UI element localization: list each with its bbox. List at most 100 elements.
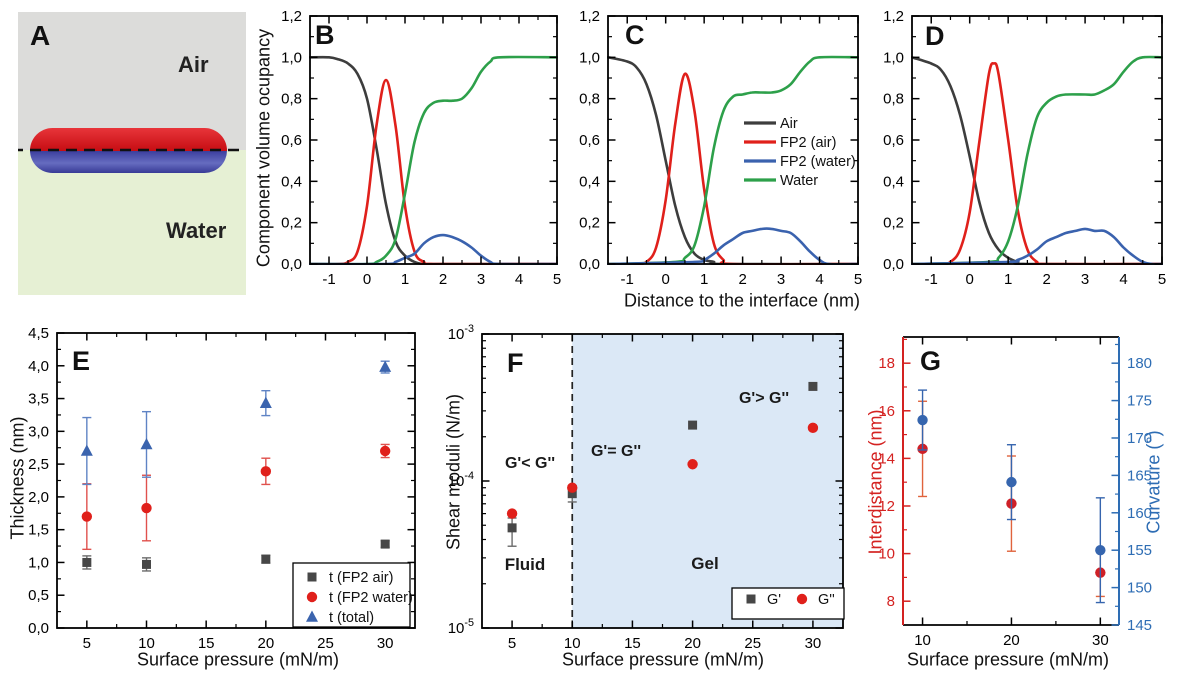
svg-text:25: 25 bbox=[317, 635, 334, 652]
svg-text:0,8: 0,8 bbox=[579, 91, 600, 108]
air-region bbox=[18, 12, 246, 150]
svg-text:0,5: 0,5 bbox=[28, 587, 49, 604]
series-t-total bbox=[80, 360, 392, 486]
series-fp2-air bbox=[911, 61, 1163, 265]
panel-d-chart: -1 0 1 2 3 4 5 0,0 0,2 0,4 0,6 0,8 1,0 1,2 D bbox=[883, 8, 1166, 288]
svg-text:2,0: 2,0 bbox=[28, 489, 49, 506]
svg-text:2: 2 bbox=[439, 271, 447, 288]
svg-text:1,0: 1,0 bbox=[281, 49, 302, 66]
svg-text:0,6: 0,6 bbox=[883, 132, 904, 149]
svg-text:-1: -1 bbox=[621, 271, 634, 288]
svg-text:3: 3 bbox=[1081, 271, 1089, 288]
axis-ticks-labels: 10 20 30 8 10 12 14 16 18 145 150 155 160 165 170 175 18… bbox=[878, 337, 1152, 649]
axis-ticks-labels: -1 0 1 2 3 4 5 0,0 0,2 0,4 0,6 0,8 1,0 1,2 bbox=[579, 8, 862, 288]
svg-text:4: 4 bbox=[815, 271, 823, 288]
series-layer bbox=[506, 381, 819, 547]
svg-text:15: 15 bbox=[198, 635, 215, 652]
legend: t (FP2 air) t (FP2 water) t (total) bbox=[292, 562, 413, 628]
svg-text:0,4: 0,4 bbox=[579, 173, 600, 190]
svg-text:0: 0 bbox=[363, 271, 371, 288]
svg-text:t (FP2 water): t (FP2 water) bbox=[329, 590, 413, 606]
series-air bbox=[309, 55, 558, 265]
plot-frame bbox=[309, 15, 558, 265]
svg-text:10: 10 bbox=[914, 632, 931, 649]
panel-g-chart: 10 20 30 8 10 12 14 16 18 145 150 155 160 165 170 175 18… bbox=[878, 336, 1152, 649]
svg-text:0: 0 bbox=[966, 271, 974, 288]
svg-text:10: 10 bbox=[878, 546, 895, 563]
svg-text:0,0: 0,0 bbox=[579, 256, 600, 273]
series-curvature bbox=[917, 389, 1106, 604]
water-label: Water bbox=[166, 218, 227, 243]
series-g bbox=[506, 422, 819, 519]
svg-text:175: 175 bbox=[1127, 393, 1152, 410]
plot-frame bbox=[911, 15, 1163, 265]
svg-text:180: 180 bbox=[1127, 355, 1152, 372]
svg-text:3: 3 bbox=[477, 271, 485, 288]
particle-capsule-graphic bbox=[18, 128, 246, 173]
svg-text:10: 10 bbox=[138, 635, 155, 652]
svg-text:20: 20 bbox=[1003, 632, 1020, 649]
svg-text:165: 165 bbox=[1127, 467, 1152, 484]
series-water bbox=[607, 55, 859, 265]
svg-text:170: 170 bbox=[1127, 430, 1152, 447]
interdistance-axis-title: Interdistance (nm) bbox=[865, 409, 886, 555]
region-shading bbox=[572, 334, 843, 628]
svg-text:160: 160 bbox=[1127, 505, 1152, 522]
svg-text:1,0: 1,0 bbox=[28, 554, 49, 571]
svg-text:5: 5 bbox=[1158, 271, 1166, 288]
series-air bbox=[911, 56, 1163, 265]
panel-label-c: C bbox=[625, 20, 645, 50]
series-layer bbox=[911, 55, 1163, 265]
svg-text:-1: -1 bbox=[322, 271, 335, 288]
series-fp2-water bbox=[309, 233, 558, 265]
panel-a-schematic: A Air Water bbox=[18, 12, 246, 295]
svg-text:5: 5 bbox=[508, 635, 516, 652]
annotation-fluid: Fluid bbox=[505, 555, 546, 574]
svg-text:0,0: 0,0 bbox=[883, 256, 904, 273]
svg-text:1: 1 bbox=[401, 271, 409, 288]
svg-text:10-5: 10-5 bbox=[448, 617, 474, 637]
annotation-gel: Gel bbox=[691, 554, 718, 573]
svg-text:1,2: 1,2 bbox=[281, 8, 302, 25]
series-layer bbox=[917, 389, 1106, 604]
svg-text:8: 8 bbox=[887, 593, 895, 610]
svg-text:3,5: 3,5 bbox=[28, 391, 49, 408]
svg-text:Air: Air bbox=[780, 116, 798, 132]
svg-text:0,0: 0,0 bbox=[281, 256, 302, 273]
svg-text:0,4: 0,4 bbox=[281, 173, 302, 190]
svg-text:145: 145 bbox=[1127, 617, 1152, 634]
svg-text:1,5: 1,5 bbox=[28, 522, 49, 539]
series-t-fp2-air bbox=[82, 539, 390, 572]
annotation-g-g: G'< G'' bbox=[505, 455, 555, 472]
panel-label-f: F bbox=[507, 348, 524, 378]
legend: Air FP2 (air) FP2 (water) Water bbox=[744, 116, 856, 189]
series-water bbox=[911, 55, 1163, 265]
svg-text:-1: -1 bbox=[925, 271, 938, 288]
svg-text:30: 30 bbox=[1092, 632, 1109, 649]
series-layer bbox=[309, 55, 558, 265]
annotation-g-g: G'> G'' bbox=[739, 390, 789, 407]
series-t-fp2-water bbox=[81, 443, 391, 551]
svg-text:0,0: 0,0 bbox=[28, 620, 49, 637]
svg-text:4: 4 bbox=[515, 271, 523, 288]
series-water bbox=[309, 55, 558, 265]
svg-text:0: 0 bbox=[662, 271, 670, 288]
panel-label-b: B bbox=[315, 20, 335, 50]
svg-text:1,0: 1,0 bbox=[883, 49, 904, 66]
svg-text:1: 1 bbox=[700, 271, 708, 288]
svg-text:0,6: 0,6 bbox=[579, 132, 600, 149]
pressure-axis-title-f: Surface pressure (mN/m) bbox=[561, 649, 765, 670]
series-layer bbox=[80, 360, 392, 572]
svg-text:1,2: 1,2 bbox=[883, 8, 904, 25]
panel-label-e: E bbox=[72, 346, 90, 376]
svg-text:16: 16 bbox=[878, 403, 895, 420]
svg-text:1,2: 1,2 bbox=[579, 8, 600, 25]
svg-text:3: 3 bbox=[777, 271, 785, 288]
panel-e-chart: 5 10 15 20 25 30 0,0 0,5 1,0 1,5 2,0 2,5 3,0 3,5 4,0 4,… bbox=[28, 325, 416, 652]
capsule bbox=[30, 128, 227, 173]
svg-text:1: 1 bbox=[1004, 271, 1012, 288]
svg-text:150: 150 bbox=[1127, 580, 1152, 597]
svg-text:G': G' bbox=[767, 592, 781, 608]
svg-text:5: 5 bbox=[553, 271, 561, 288]
series-air bbox=[607, 56, 859, 265]
